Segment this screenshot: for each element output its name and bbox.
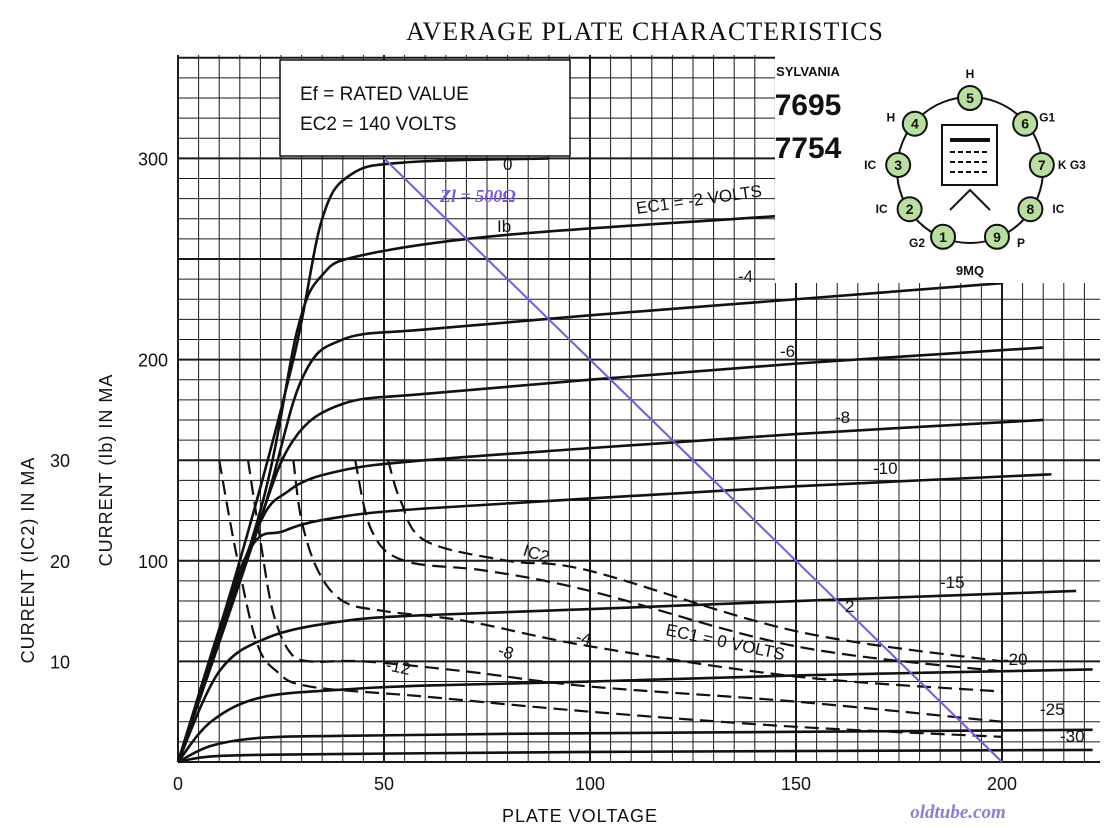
y2-tick-label: 10: [50, 652, 70, 672]
pin-8: [1017, 196, 1044, 223]
pin-name: H: [966, 67, 975, 81]
pin-name: IC: [864, 158, 876, 172]
load-line: [383, 157, 1003, 763]
y-axis-title: CURRENT (Ib) IN MA: [96, 374, 116, 567]
ib-curve-label: -6: [780, 342, 795, 361]
tube-type-2: 7754: [775, 132, 842, 165]
y2-tick-labels: 10 20 30: [50, 451, 70, 672]
tube-electrodes: [941, 124, 998, 211]
ib-curve-label: -15: [940, 573, 965, 592]
ib-curve-label: -4: [738, 267, 753, 286]
load-line-label: Zl = 500Ω: [439, 186, 516, 206]
ib-curve-label: -8: [835, 408, 850, 427]
x-axis-title: PLATE VOLTAGE: [502, 806, 658, 826]
pin-6: [1012, 110, 1039, 137]
ic2-curve-4: [387, 459, 1003, 663]
pin-number: 9: [993, 229, 1001, 245]
pin-3: [885, 151, 912, 178]
screen-current-curves: [218, 459, 1003, 738]
pin-7: [1028, 151, 1055, 178]
ic2-curve-1: [246, 460, 1003, 723]
ib-curve-4: [176, 418, 1044, 763]
ic2-curve-label: -12: [384, 655, 412, 679]
pin-4: [901, 110, 928, 137]
ib-curve-label: 0: [503, 155, 512, 174]
ic2-curve-0: [218, 460, 1003, 738]
condition-ef: Ef = RATED VALUE: [300, 84, 469, 105]
y-tick-label: 200: [138, 351, 168, 371]
tube-brand: SYLVANIA: [776, 64, 840, 79]
pin-name: IC: [1052, 202, 1064, 216]
y-tick-label: 100: [138, 552, 168, 572]
pin-2: [896, 196, 923, 223]
y2-axis-title: CURRENT (IC2) IN MA: [18, 457, 38, 664]
x-tick-label: 150: [781, 774, 811, 794]
ib-curve-label: -30: [1060, 727, 1085, 746]
pin-name: P: [1017, 236, 1025, 250]
pin-number: 5: [966, 90, 974, 106]
pin-number: 1: [939, 229, 947, 245]
chart-title: AVERAGE PLATE CHARACTERISTICS: [406, 17, 884, 46]
ic2-curve-label: -8: [496, 641, 516, 664]
ib-curve-6: [176, 589, 1077, 763]
x-tick-labels: 0 50 100 150 200: [173, 774, 1017, 794]
pin-number: 3: [894, 157, 902, 173]
y2-tick-label: 30: [50, 451, 70, 471]
tube-panel: SYLVANIA 7695 7754 1 G2 2 IC 3 IC 4 H 5 H 6 G1 7 K G3…: [775, 55, 1100, 283]
pin-9: [983, 223, 1010, 250]
pin-5: [957, 85, 983, 111]
x-tick-label: 200: [987, 774, 1017, 794]
ib-curve-7: [176, 668, 1093, 763]
pin-name: G1: [1039, 111, 1055, 125]
conditions-box: Ef = RATED VALUE EC2 = 140 VOLTS: [279, 59, 571, 157]
condition-ec2: EC2 = 140 VOLTS: [300, 114, 456, 135]
pin-number: 6: [1021, 116, 1029, 132]
x-tick-label: 100: [575, 774, 605, 794]
ib-curve-5: [176, 472, 1052, 763]
y2-tick-label: 20: [50, 552, 70, 572]
ic2-curve-label: -4: [574, 627, 593, 649]
pin-1: [930, 223, 957, 250]
pin-name: IC: [876, 202, 888, 216]
y-tick-labels: 100 200 300: [138, 149, 168, 571]
tube-type-1: 7695: [775, 89, 842, 122]
pin-name: G2: [909, 236, 925, 250]
ec1-zero-label: EC1 = 0 VOLTS: [664, 620, 786, 664]
pin-name: K G3: [1058, 158, 1086, 172]
ic2-curve-label: 2: [845, 597, 854, 616]
x-tick-label: 0: [173, 774, 183, 794]
y-tick-label: 300: [138, 149, 168, 169]
pin-number: 4: [911, 116, 919, 132]
ib-curve-9: [177, 748, 1093, 764]
tube-pins: 1 G2 2 IC 3 IC 4 H 5 H 6 G1 7 K G3 8 IC 9 P: [864, 67, 1086, 250]
pin-number: 8: [1026, 201, 1034, 217]
ib-curve-label: -10: [873, 459, 898, 478]
ib-curve-label: -25: [1040, 700, 1065, 719]
ic2-curve-2: [292, 460, 1003, 693]
watermark: oldtube.com: [910, 802, 1006, 823]
chart-grid: [177, 55, 1100, 763]
pin-name: H: [887, 111, 896, 125]
pin-number: 7: [1038, 157, 1046, 173]
x-tick-label: 50: [374, 774, 394, 794]
ib-curve-label: -20: [1003, 650, 1028, 669]
ib-curve-label: EC1 = -2 VOLTS: [635, 182, 763, 218]
ib-marker-label: Ib: [497, 217, 511, 236]
tube-basing: 9MQ: [956, 263, 984, 278]
pin-number: 2: [906, 201, 914, 217]
